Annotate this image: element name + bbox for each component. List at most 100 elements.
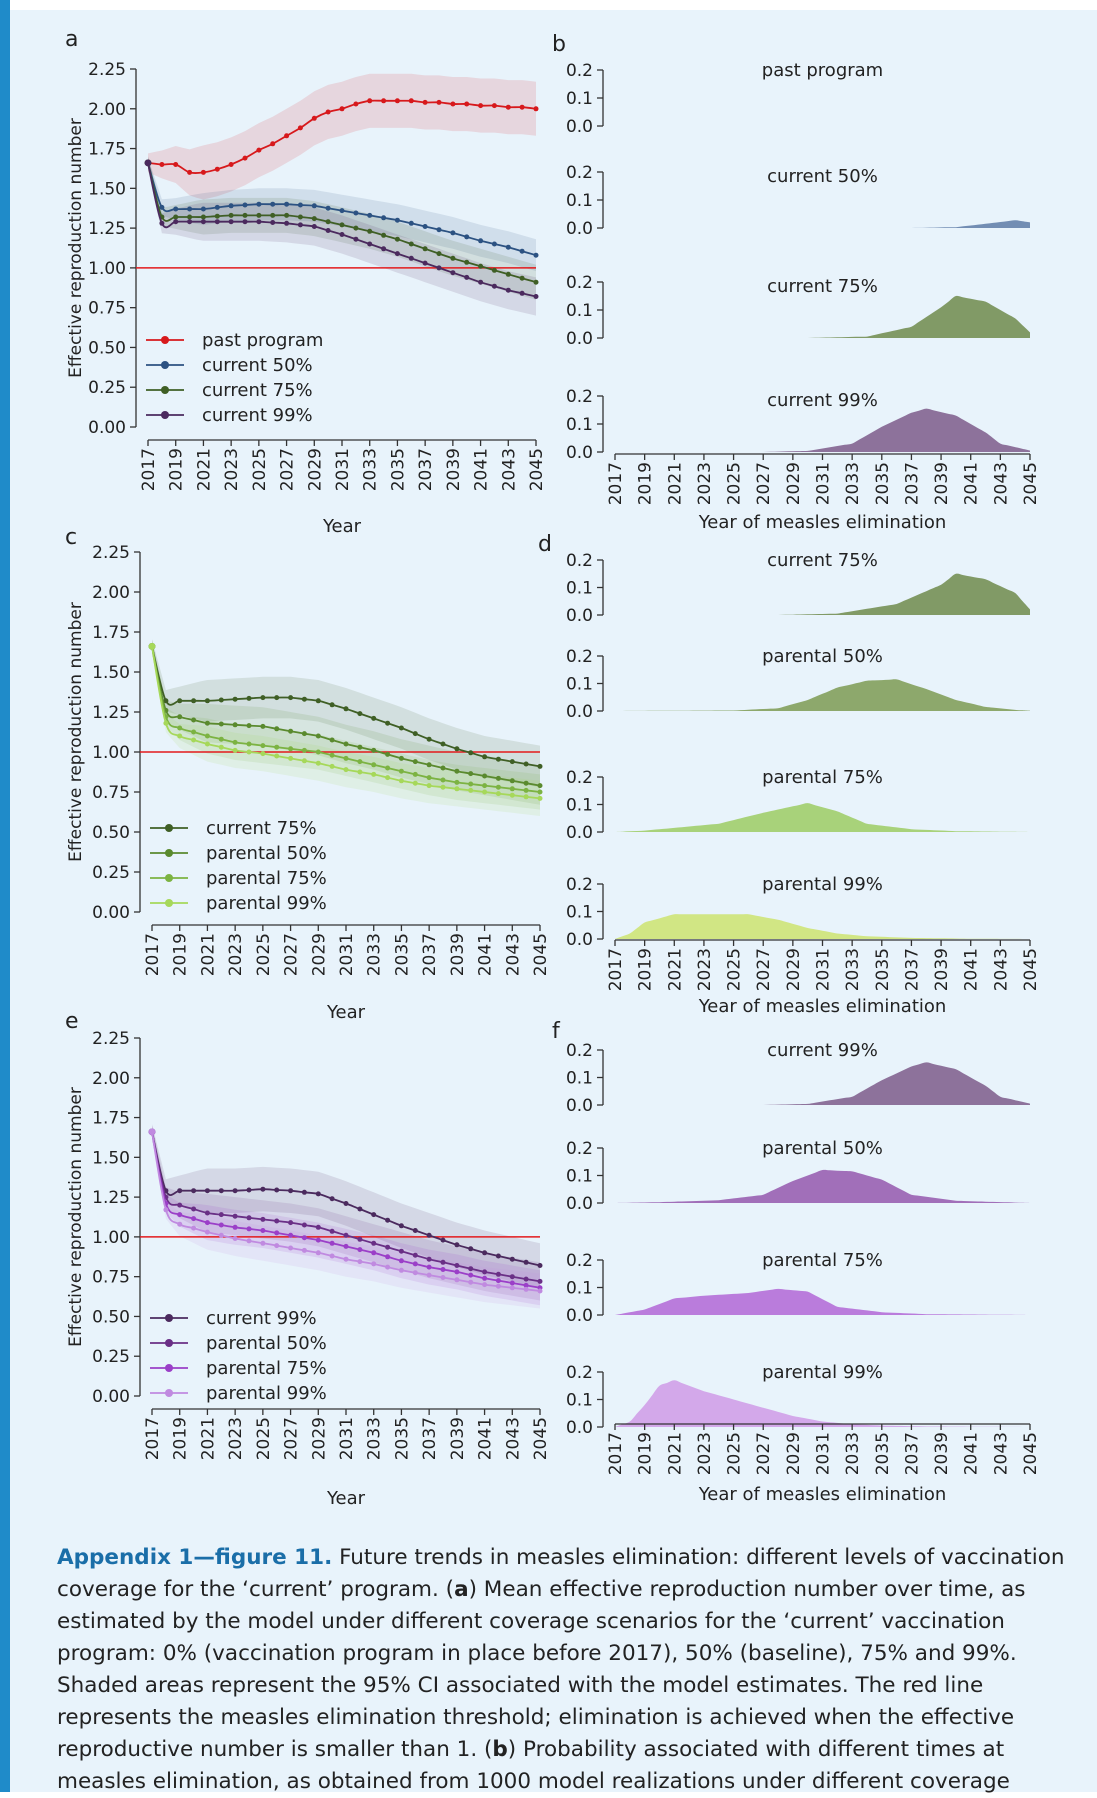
- data-point: [468, 1266, 474, 1272]
- data-point: [353, 236, 359, 242]
- x-tick-label: 2027: [754, 1432, 774, 1475]
- data-point: [468, 781, 474, 787]
- y-tick-label: 0.25: [92, 1347, 130, 1367]
- data-point: [408, 241, 414, 247]
- data-point: [301, 1247, 307, 1253]
- data-point: [537, 763, 543, 769]
- ci-band: [152, 639, 540, 805]
- x-tick-label: 2037: [902, 1432, 922, 1475]
- x-axis-label: Year of measles elimination: [698, 1484, 947, 1505]
- data-point: [228, 203, 234, 209]
- data-point: [325, 109, 331, 115]
- data-point: [509, 1256, 515, 1262]
- x-tick-label: 2029: [784, 462, 804, 505]
- data-point: [436, 227, 442, 233]
- data-point: [450, 255, 456, 261]
- x-tick-label: 2035: [873, 462, 893, 505]
- data-point: [537, 795, 543, 801]
- density-area: [615, 1288, 1030, 1315]
- data-point: [187, 219, 193, 225]
- y-tick-label: 0.2: [566, 647, 593, 667]
- x-axis-label: Year: [322, 516, 362, 537]
- legend-marker: [161, 411, 169, 419]
- data-point: [177, 1212, 183, 1218]
- caption-text-1: Future trends in measles elimination: di…: [57, 1545, 1065, 1602]
- data-point: [173, 219, 179, 225]
- data-point: [339, 106, 345, 112]
- data-point: [191, 1216, 197, 1222]
- data-point: [394, 251, 400, 257]
- data-point: [394, 217, 400, 223]
- data-point: [440, 777, 446, 783]
- x-tick-label: 2043: [503, 933, 523, 976]
- legend-label: parental 50%: [206, 843, 327, 864]
- data-point: [242, 212, 248, 218]
- figure-panel: [10, 10, 1097, 1792]
- data-point: [311, 216, 317, 222]
- data-point: [204, 1210, 210, 1216]
- x-tick-label: 2037: [420, 1417, 440, 1460]
- data-point: [381, 215, 387, 221]
- data-point: [371, 747, 377, 753]
- density-area: [615, 1062, 1030, 1105]
- y-tick-label: 0.0: [566, 702, 593, 722]
- legend-label: current 99%: [202, 405, 313, 426]
- data-point: [482, 773, 488, 779]
- x-tick-label: 2027: [278, 448, 298, 491]
- data-point: [491, 241, 497, 247]
- data-point: [353, 225, 359, 231]
- data-point: [301, 731, 307, 737]
- x-tick-label: 2031: [814, 462, 834, 505]
- ci-band: [152, 639, 540, 788]
- data-point: [398, 1248, 404, 1254]
- x-tick-label: 2037: [416, 448, 436, 491]
- data-point: [325, 228, 331, 233]
- y-tick-label: 0.00: [92, 1387, 130, 1407]
- panel-label: d: [538, 532, 552, 557]
- data-point: [256, 212, 262, 218]
- data-point: [491, 267, 497, 273]
- x-tick-label: 2035: [873, 1432, 893, 1475]
- data-point: [523, 787, 529, 793]
- data-point: [426, 1272, 432, 1278]
- legend-marker: [165, 824, 173, 832]
- data-point: [173, 214, 179, 220]
- y-tick-label: 0.1: [566, 675, 593, 695]
- x-tick-label: 2035: [873, 948, 893, 991]
- panel-label: e: [65, 1009, 79, 1034]
- legend-label: parental 99%: [206, 1383, 327, 1404]
- data-point: [523, 1286, 529, 1292]
- data-point: [367, 98, 373, 104]
- data-point: [218, 1222, 224, 1228]
- data-point: [371, 1212, 377, 1218]
- data-point: [426, 762, 432, 768]
- data-point: [163, 720, 169, 726]
- data-point: [357, 744, 363, 750]
- data-point: [204, 733, 210, 739]
- data-point: [274, 695, 280, 701]
- y-tick-label: 0.2: [566, 1041, 593, 1061]
- data-point: [454, 1263, 460, 1268]
- y-tick-label: 0.1: [566, 903, 593, 923]
- data-point: [204, 1229, 210, 1235]
- ci-band: [148, 156, 536, 300]
- data-point: [440, 1237, 446, 1243]
- density-area: [615, 573, 1030, 615]
- data-point: [177, 1221, 183, 1227]
- data-point: [398, 755, 404, 761]
- x-tick-label: 2043: [991, 462, 1011, 505]
- legend-marker: [165, 874, 173, 882]
- density-area: [615, 295, 1030, 338]
- data-point: [357, 1206, 363, 1212]
- data-point: [200, 169, 206, 175]
- data-point: [191, 1188, 197, 1194]
- data-point: [394, 236, 400, 242]
- x-tick-label: 2045: [527, 448, 547, 491]
- data-point: [519, 104, 525, 110]
- data-point: [214, 213, 220, 219]
- x-tick-label: 2027: [754, 948, 774, 991]
- data-point: [412, 1261, 418, 1267]
- y-axis-label: Effective reproduction number: [66, 1087, 86, 1347]
- legend-label: current 99%: [206, 1308, 317, 1329]
- data-point: [523, 1259, 529, 1265]
